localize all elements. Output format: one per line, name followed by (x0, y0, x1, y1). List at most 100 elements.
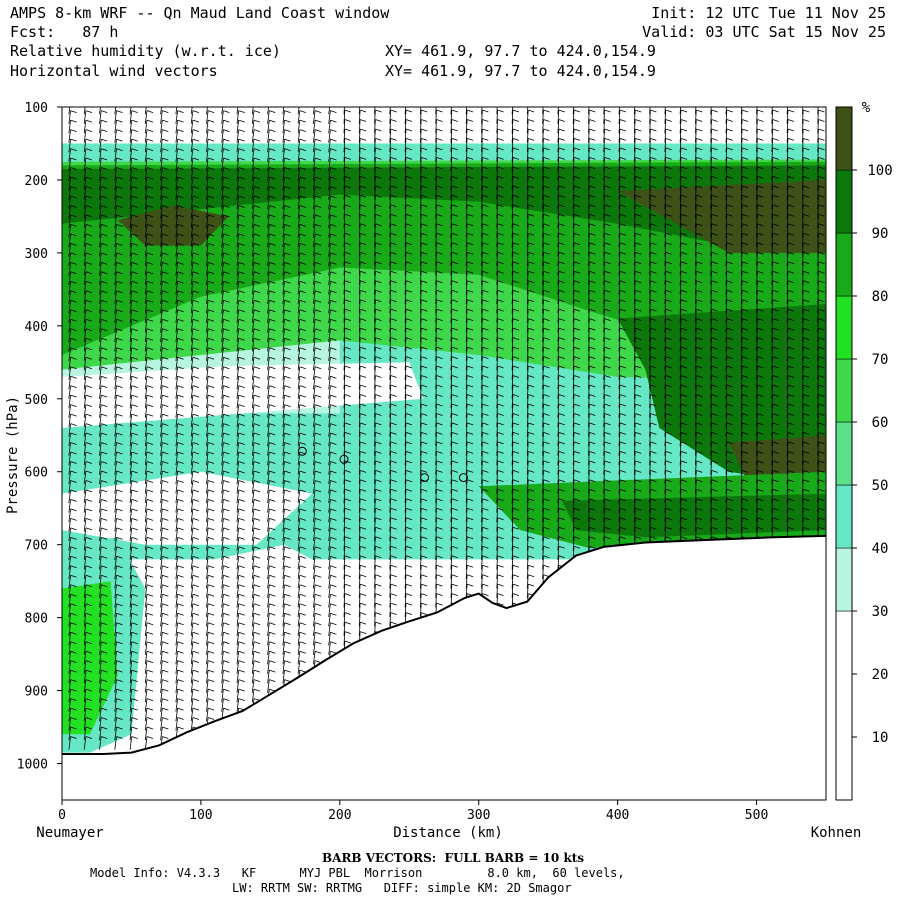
wind-barb-flag-276 (131, 129, 138, 132)
wind-barb-flag-1276 (344, 583, 351, 587)
wind-barb-215 (114, 205, 117, 219)
wind-barb-40 (68, 480, 71, 494)
wind-barb-flag-1107 (314, 271, 322, 275)
wind-barb-flag-649 (207, 442, 215, 445)
wind-barb-flag-663 (207, 574, 215, 578)
wind-barb-flag-1185 (330, 366, 337, 370)
wind-barb-flag-1006 (284, 603, 291, 607)
wind-barb-flag-77 (85, 176, 93, 180)
wind-barb-647 (206, 432, 209, 447)
wind-barb-1294 (358, 119, 361, 134)
wind-barb-flag-2062 (528, 299, 535, 303)
wind-barb-1776 (465, 176, 468, 191)
wind-barb-549 (190, 148, 194, 162)
wind-barb-flag-939 (269, 612, 276, 616)
wind-barb-flag-1807 (466, 460, 474, 464)
wind-barb-flag-1390 (375, 375, 382, 378)
wind-barb-flag-1044 (299, 318, 306, 322)
wind-barb-flag-1722 (451, 299, 458, 303)
wind-barb-flag-726 (223, 527, 230, 531)
wind-barb-608 (190, 708, 194, 722)
wind-barb-204 (114, 107, 117, 115)
wind-barb-400 (144, 670, 148, 684)
wind-barb-flag-255 (116, 574, 123, 578)
wind-barb-1117 (313, 376, 316, 390)
wind-barb-flag-910 (269, 337, 276, 341)
wind-barb-1581 (420, 261, 422, 276)
wind-barb-flag-1004 (284, 584, 291, 588)
wind-barb-flag-180 (101, 508, 108, 512)
wind-barb-flag-13 (70, 214, 77, 218)
wind-barb-799 (236, 584, 240, 598)
wind-barb-flag-141 (101, 138, 108, 142)
wind-barb-flag-355 (146, 233, 154, 237)
wind-barb-flag-138 (101, 110, 108, 113)
wind-barb-1724 (450, 328, 453, 342)
wind-barb-847 (251, 395, 255, 409)
wind-barb-flag-359 (146, 271, 154, 275)
wind-barb-flag-1141 (314, 593, 322, 597)
wind-barb-1457 (389, 375, 392, 390)
wind-barb-1641 (435, 185, 437, 200)
wind-barb-1053 (297, 414, 301, 428)
wind-barb-flag-1081 (299, 669, 306, 673)
wind-barb-1449 (389, 299, 392, 314)
wind-barb-374 (144, 423, 148, 437)
wind-barb-flag-340 (131, 736, 138, 739)
wind-barb-flag-703 (223, 309, 230, 313)
wind-barb-flag-1348 (359, 621, 367, 625)
wind-barb-flag-584 (192, 470, 200, 474)
wind-barb-840 (251, 328, 255, 342)
wind-barb-1378 (374, 271, 376, 286)
wind-barb-389 (144, 565, 148, 580)
wind-barb-flag-1050 (299, 375, 306, 379)
wind-barb-flag-1781 (466, 213, 474, 217)
wind-barb-1367 (374, 166, 376, 181)
wind-barb-flag-1577 (421, 213, 428, 217)
wind-barb-flag-900 (269, 243, 276, 246)
wind-barb-578 (190, 423, 194, 437)
wind-barb-flag-1115 (314, 347, 322, 351)
wind-barb-188 (99, 594, 102, 608)
wind-barb-284 (129, 214, 133, 229)
wind-barb-985 (282, 414, 285, 428)
wind-barb-flag-53 (70, 593, 77, 597)
wind-barb-362 (144, 309, 148, 323)
wind-barb-280 (129, 176, 133, 191)
wind-barb-flag-1912 (497, 166, 504, 170)
wind-barb-1873 (481, 451, 483, 466)
wind-barb-248 (114, 518, 117, 532)
wind-barb-1006 (282, 613, 285, 627)
wind-barb-flag-1315 (359, 308, 367, 312)
wind-barb-111 (83, 508, 87, 523)
wind-barb-1728 (450, 365, 453, 380)
wind-barb-1616 (420, 593, 422, 608)
wind-barb-1518 (404, 309, 407, 323)
wind-barb-flag-2071 (528, 384, 535, 388)
wind-barb-flag-1527 (405, 384, 413, 388)
wind-barb-flag-61 (70, 669, 77, 673)
wind-barb-flag-1657 (436, 327, 443, 331)
wind-barb-298 (129, 347, 133, 361)
wind-barb-352 (144, 214, 148, 229)
wind-barb-flag-1647 (436, 232, 443, 236)
wind-barb-1996 (511, 328, 514, 342)
wind-barb-flag-354 (146, 224, 154, 227)
wind-barb-1123 (313, 432, 316, 447)
wind-barb-1027 (297, 167, 301, 181)
wind-barb-287 (129, 243, 133, 257)
wind-barb-1394 (374, 422, 376, 437)
wind-barb-flag-1646 (436, 223, 443, 227)
wind-barb-flag-644 (207, 394, 215, 398)
wind-barb-1101 (313, 224, 316, 238)
wind-barb-flag-159 (101, 309, 108, 313)
wind-barb-flag-1507 (405, 194, 413, 198)
wind-barb-15 (68, 243, 71, 257)
wind-barb-flag-1685 (436, 593, 443, 596)
wind-barb-731 (221, 584, 224, 598)
rh-region-10 (62, 362, 424, 428)
wind-barb-954 (282, 120, 285, 134)
wind-barb-flag-715 (223, 423, 230, 426)
wind-barb-686 (221, 157, 224, 172)
wind-barb-flag-522 (177, 527, 184, 531)
